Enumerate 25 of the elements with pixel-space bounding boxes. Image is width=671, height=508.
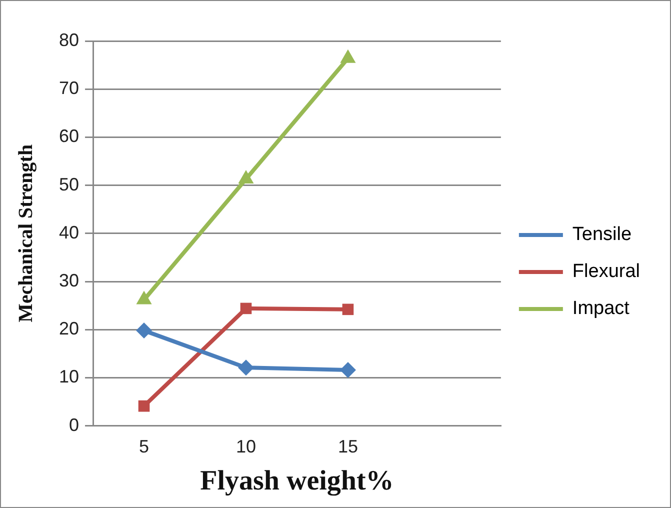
point [138,400,150,412]
y-tick-label: 50 [58,174,80,194]
x-tick-label: 10 [236,436,256,457]
y-axis-title: Mechanical Strength [15,144,38,322]
x-axis-title: Flyash weight% [200,465,394,496]
x-tick-label: 15 [338,436,358,457]
point [238,170,254,184]
y-tick-label: 20 [58,318,80,339]
point [340,362,356,378]
y-tick-label: 0 [69,414,80,435]
legend-label: Impact [572,298,630,320]
y-tick-label: 10 [58,366,80,387]
point [342,304,354,316]
point [238,360,254,376]
y-tick-label: 80 [58,30,80,50]
point [136,322,152,339]
y-tick-label: 70 [58,78,80,98]
y-tick-label: 60 [58,126,80,146]
y-tick-label: 40 [58,222,80,242]
y-tick-label: 30 [58,270,80,290]
legend-label: Tensile [572,224,632,246]
point [240,302,252,314]
point [340,49,356,63]
legend-label: Flexural [572,261,640,282]
x-tick-label: 5 [139,436,150,457]
